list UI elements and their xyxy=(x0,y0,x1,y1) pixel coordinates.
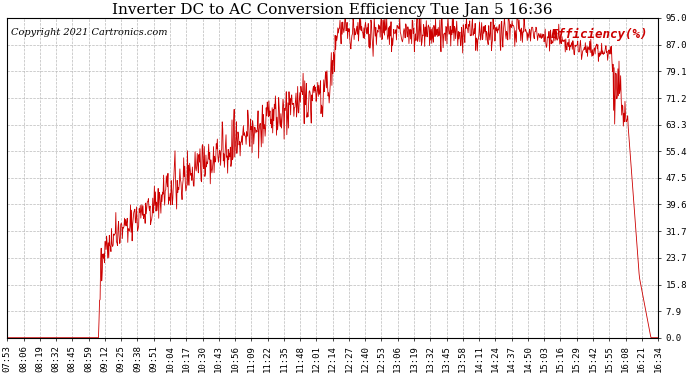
Title: Inverter DC to AC Conversion Efficiency Tue Jan 5 16:36: Inverter DC to AC Conversion Efficiency … xyxy=(112,3,553,17)
Text: Copyright 2021 Cartronics.com: Copyright 2021 Cartronics.com xyxy=(10,27,167,36)
Text: Efficiency(%): Efficiency(%) xyxy=(551,27,649,40)
